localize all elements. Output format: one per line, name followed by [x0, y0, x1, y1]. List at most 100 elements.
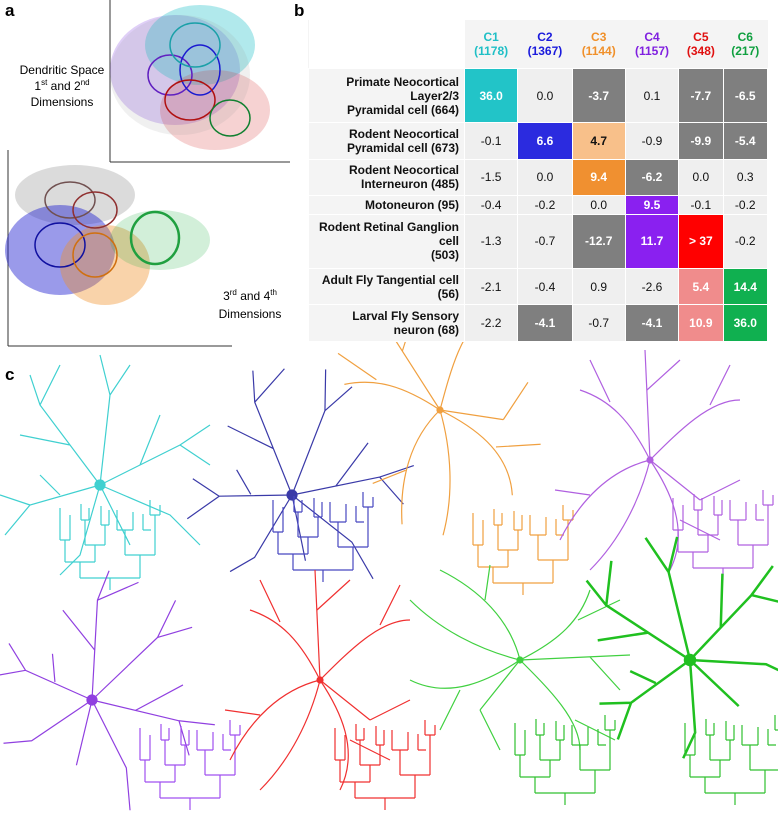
column-header: C4 (1157) — [625, 20, 679, 69]
scatter-bottom — [5, 150, 232, 347]
table-cell: -1.3 — [463, 213, 519, 269]
cluster-count: (1178) — [474, 44, 509, 58]
row-label-line: Larval Fly Sensory neuron (68) — [352, 309, 459, 338]
table-cell: -0.2 — [722, 213, 769, 269]
table-row: Rodent Neocortical Interneuron (485) -1.5 0… — [308, 158, 769, 197]
table-cell: 10.9 — [678, 304, 724, 342]
table-cell: 0.0 — [517, 158, 573, 197]
table-cell: -2.6 — [624, 267, 680, 306]
table-cell: 0.1 — [624, 67, 680, 124]
row-label-line: (503) — [430, 248, 459, 263]
table-cell: -6.5 — [722, 67, 769, 124]
table-cell: -12.7 — [571, 213, 626, 269]
axis-note: 3rd and 4th — [223, 288, 277, 303]
table-cell: -0.4 — [463, 195, 519, 215]
row-label-line: Pyramidal cell (664) — [346, 102, 459, 117]
table-cell: -9.9 — [678, 122, 724, 160]
row-label: Adult Fly Tangential cell (56) — [308, 267, 465, 306]
cluster-name: C5 — [693, 30, 709, 44]
neuron-panels — [0, 269, 778, 820]
row-label-line: Primate Neocortical Layer2/3 — [346, 74, 459, 103]
corner — [308, 20, 465, 69]
table-cell: -0.7 — [517, 213, 573, 269]
table-cell: -3.7 — [571, 67, 626, 124]
table-cell: 6.6 — [517, 122, 573, 160]
table-cell: -2.1 — [463, 267, 519, 306]
table-cell: 9.5 — [624, 195, 680, 215]
header-row: C1 (1178) C2 (1367) C3 (1144) C4 (1157) C5 (348) C… — [308, 20, 768, 69]
table-cell: 36.0 — [463, 67, 519, 124]
row-label: Rodent Retinal Ganglion cell (503) — [308, 213, 465, 269]
table-cell: -0.1 — [463, 122, 519, 160]
cluster-count: (1367) — [527, 44, 563, 58]
note-part: and 4 — [237, 289, 271, 303]
table-row: Motoneuron (95) -0.4 -0.2 0.0 9.5 -0.1 -0.2 — [308, 195, 769, 215]
row-label-line: Interneuron (485) — [360, 177, 459, 192]
table-cell: -0.2 — [517, 195, 573, 215]
table-cell: 0.9 — [571, 267, 626, 306]
table-cell: > 37 — [678, 213, 724, 269]
panel-label: c — [5, 365, 14, 384]
table-cell: -4.1 — [624, 304, 680, 342]
table-cell: 11.7 — [624, 213, 680, 269]
column-header: C6 (217) — [723, 20, 768, 69]
cluster-count: (1144) — [581, 44, 616, 58]
table-cell: -2.2 — [463, 304, 519, 342]
table-cell: 9.4 — [571, 158, 626, 197]
note-sup: nd — [81, 78, 90, 87]
note-sup: th — [270, 288, 277, 297]
table-cell: -0.9 — [624, 122, 680, 160]
row-label: Rodent Neocortical Pyramidal cell (673) — [308, 122, 465, 160]
table-row: Larval Fly Sensory neuron (68) -2.2 -4.1 -0… — [308, 304, 769, 342]
row-label-line: Motoneuron (95) — [365, 197, 459, 212]
cluster-name: C3 — [591, 30, 607, 44]
table-cell: -5.4 — [722, 122, 769, 160]
column-header: C5 (348) — [678, 20, 724, 69]
row-label-line: Rodent Neocortical — [348, 163, 459, 178]
table-row: Adult Fly Tangential cell (56) -2.1 -0.4 0.… — [308, 267, 769, 306]
row-label: Primate Neocortical Layer2/3 Pyramidal ce… — [308, 67, 465, 124]
cluster-count: (1157) — [634, 44, 670, 58]
cluster-name: C2 — [537, 30, 553, 44]
row-label-line: Pyramidal cell (673) — [346, 140, 459, 155]
note-part: 3 — [223, 289, 230, 303]
table-row: Rodent Neocortical Pyramidal cell (673) -0… — [308, 122, 769, 160]
panel-label: a — [5, 1, 15, 20]
column-header: C3 (1144) — [572, 20, 626, 69]
table-cell: 0.0 — [678, 158, 724, 197]
table-row: Primate Neocortical Layer2/3 Pyramidal ce… — [308, 67, 769, 124]
table-row: Rodent Retinal Ganglion cell (503) -1.3 -0.… — [308, 213, 769, 269]
table-cell: -6.2 — [624, 158, 680, 197]
table-cell: -0.4 — [517, 267, 573, 306]
cluster-name: C1 — [483, 30, 499, 44]
note-sup: rd — [230, 288, 237, 297]
table-cell: -0.2 — [722, 195, 769, 215]
axis-note: 1st and 2nd — [34, 78, 89, 93]
cluster-table: C1 (1178) C2 (1367) C3 (1144) C4 (1157) C5 (348) C… — [308, 20, 769, 342]
row-label-line: Rodent Retinal Ganglion cell — [319, 220, 459, 249]
row-label: Larval Fly Sensory neuron (68) — [308, 304, 465, 342]
cluster-name: C6 — [737, 30, 753, 44]
table-cell: 36.0 — [722, 304, 769, 342]
axis-note: Dimensions — [219, 307, 282, 321]
table-cell: -1.5 — [463, 158, 519, 197]
cluster-name: C4 — [644, 30, 660, 44]
note-part: 1 — [34, 79, 41, 93]
column-header: C2 (1367) — [517, 20, 573, 69]
panel-label: b — [294, 1, 304, 20]
table-cell: -0.7 — [571, 304, 626, 342]
axis-note: Dimensions — [31, 95, 94, 109]
axis-note: Dendritic Space — [20, 63, 105, 77]
table-cell: 14.4 — [722, 267, 769, 306]
scatter-top — [109, 0, 290, 163]
table-cell: -0.1 — [678, 195, 724, 215]
table-cell: -7.7 — [678, 67, 724, 124]
table-cell: 0.0 — [517, 67, 573, 124]
row-label: Motoneuron (95) — [308, 195, 465, 215]
table-cell: 5.4 — [678, 267, 724, 306]
row-label-line: Adult Fly Tangential cell (56) — [321, 272, 459, 301]
cluster-count: (217) — [731, 44, 760, 58]
table-cell: 4.7 — [571, 122, 626, 160]
